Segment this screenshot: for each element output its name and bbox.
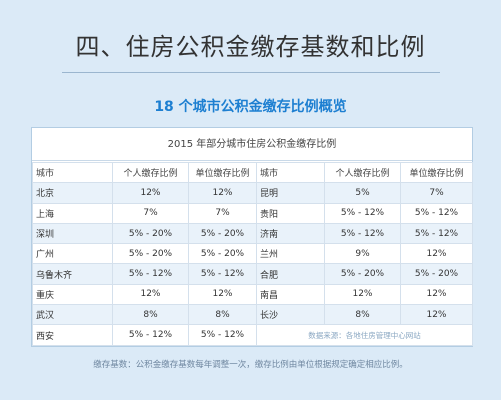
ratio-cell: 5% - 20% [112, 222, 189, 245]
footnote: 缴存基数：公积金缴存基数每年调整一次，缴存比例由单位根据规定确定相应比例。 [93, 360, 408, 370]
ratio-cell: 5% - 12% [188, 263, 257, 285]
ratio-cell: 7% [112, 202, 189, 224]
column-header: 个人缴存比例 [112, 161, 189, 184]
city-cell: 济南 [256, 222, 325, 245]
city-cell: 北京 [32, 182, 113, 204]
ratio-cell: 7% [188, 202, 257, 224]
page-title: 四、住房公积金缴存基数和比例 [75, 33, 426, 61]
ratio-cell: 5% - 12% [112, 324, 189, 346]
ratio-cell: 12% [112, 182, 189, 204]
data-source-note: 数据来源：各地住房管理中心网站 [256, 324, 473, 346]
table-row: 重庆 12% 12% 南昌 12% 12% [32, 283, 473, 306]
ratio-cell: 12% [400, 283, 473, 306]
city-cell: 合肥 [256, 263, 325, 285]
ratio-cell: 8% [324, 304, 401, 326]
ratio-cell: 12% [400, 243, 473, 265]
column-header: 个人缴存比例 [324, 161, 401, 184]
ratio-cell: 8% [112, 304, 189, 326]
ratio-cell: 5% - 20% [188, 222, 257, 245]
ratio-cell: 5% - 12% [188, 324, 257, 346]
table-card: 2015 年部分城市住房公积金缴存比例 城市 个人缴存比例 单位缴存比例 城市 个人缴存… [31, 127, 473, 347]
city-cell: 乌鲁木齐 [32, 263, 113, 285]
ratio-cell: 5% - 20% [188, 243, 257, 265]
city-cell: 西安 [32, 324, 113, 346]
city-cell: 贵阳 [256, 202, 325, 224]
column-header: 单位缴存比例 [400, 161, 473, 184]
table-row: 武汉 8% 8% 长沙 8% 12% [32, 304, 473, 326]
city-cell: 兰州 [256, 243, 325, 265]
city-cell: 重庆 [32, 283, 113, 306]
table-row: 西安 5% - 12% 5% - 12% 数据来源：各地住房管理中心网站 [32, 324, 473, 346]
ratio-cell: 5% [324, 182, 401, 204]
ratio-cell: 12% [112, 283, 189, 306]
ratio-cell: 5% - 12% [112, 263, 189, 285]
column-header: 城市 [32, 161, 113, 184]
table-caption: 2015 年部分城市住房公积金缴存比例 [32, 128, 472, 161]
ratio-cell: 12% [188, 182, 257, 204]
table-row: 深圳 5% - 20% 5% - 20% 济南 5% - 12% 5% - 12% [32, 222, 473, 245]
ratio-cell: 12% [324, 283, 401, 306]
table-header-row: 城市 个人缴存比例 单位缴存比例 城市 个人缴存比例 单位缴存比例 [32, 161, 473, 184]
table-row: 上海 7% 7% 贵阳 5% - 12% 5% - 12% [32, 202, 473, 224]
ratio-cell: 7% [400, 182, 473, 204]
city-cell: 广州 [32, 243, 113, 265]
ratio-cell: 5% - 20% [324, 263, 401, 285]
section-subtitle: 18 个城市公积金缴存比例概览 [154, 99, 347, 115]
ratio-cell: 5% - 20% [112, 243, 189, 265]
title-divider [62, 72, 440, 73]
column-header: 城市 [256, 161, 325, 184]
ratio-cell: 5% - 12% [400, 222, 473, 245]
ratio-cell: 12% [188, 283, 257, 306]
ratio-cell: 5% - 12% [400, 202, 473, 224]
ratio-cell: 5% - 12% [324, 202, 401, 224]
city-cell: 上海 [32, 202, 113, 224]
table-row: 广州 5% - 20% 5% - 20% 兰州 9% 12% [32, 243, 473, 265]
ratio-cell: 5% - 20% [400, 263, 473, 285]
city-cell: 长沙 [256, 304, 325, 326]
city-cell: 昆明 [256, 182, 325, 204]
city-cell: 武汉 [32, 304, 113, 326]
ratio-cell: 8% [188, 304, 257, 326]
city-cell: 深圳 [32, 222, 113, 245]
contribution-table: 城市 个人缴存比例 单位缴存比例 城市 个人缴存比例 单位缴存比例 北京 12% 12% 昆明 5%… [32, 161, 473, 346]
ratio-cell: 9% [324, 243, 401, 265]
column-header: 单位缴存比例 [188, 161, 257, 184]
ratio-cell: 12% [400, 304, 473, 326]
ratio-cell: 5% - 12% [324, 222, 401, 245]
table-row: 北京 12% 12% 昆明 5% 7% [32, 182, 473, 204]
city-cell: 南昌 [256, 283, 325, 306]
table-row: 乌鲁木齐 5% - 12% 5% - 12% 合肥 5% - 20% 5% - 20% [32, 263, 473, 285]
